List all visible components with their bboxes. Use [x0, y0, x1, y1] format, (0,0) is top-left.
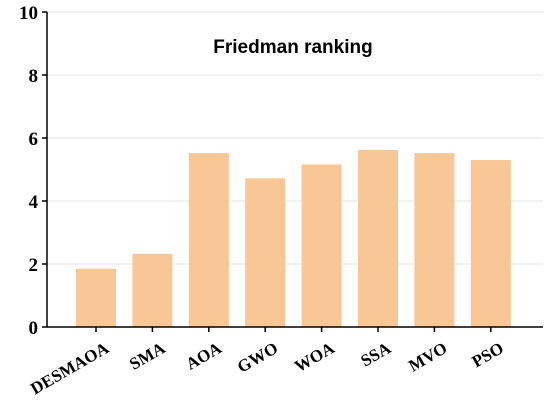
x-tick-label-woa: WOA [291, 338, 338, 376]
bar-mvo [414, 153, 455, 327]
y-tick-label: 0 [29, 318, 39, 339]
x-tick-label-sma: SMA [126, 338, 169, 374]
x-tick-label-desmaoa: DESMAOA [27, 338, 112, 398]
bar-woa [301, 164, 342, 327]
y-tick-label: 8 [29, 66, 39, 87]
y-tick-label: 6 [29, 129, 39, 150]
bar-sma [132, 253, 173, 327]
x-tick-label-mvo: MVO [405, 338, 450, 375]
x-tick-label-gwo: GWO [234, 338, 281, 376]
bar-desmaoa [76, 268, 116, 327]
axes [42, 11, 543, 332]
x-tick-label-pso: PSO [469, 338, 507, 371]
x-tick-labels: DESMAOA SMA AOA GWO WOA SSA MVO PSO [27, 338, 507, 398]
chart-title: Friedman ranking [213, 37, 372, 58]
gridlines [47, 11, 543, 265]
bar-gwo [245, 178, 286, 327]
bar-ssa [358, 149, 398, 327]
x-tick-label-ssa: SSA [357, 338, 394, 370]
y-tick-label: 2 [29, 255, 39, 276]
bar-aoa [188, 153, 229, 327]
y-tick-label: 10 [19, 3, 38, 24]
x-tick-label-aoa: AOA [183, 338, 226, 374]
bars [76, 149, 511, 327]
y-tick-label: 4 [29, 192, 39, 213]
bar-pso [470, 160, 511, 327]
y-tick-labels: 0 2 4 6 8 10 [19, 3, 39, 339]
